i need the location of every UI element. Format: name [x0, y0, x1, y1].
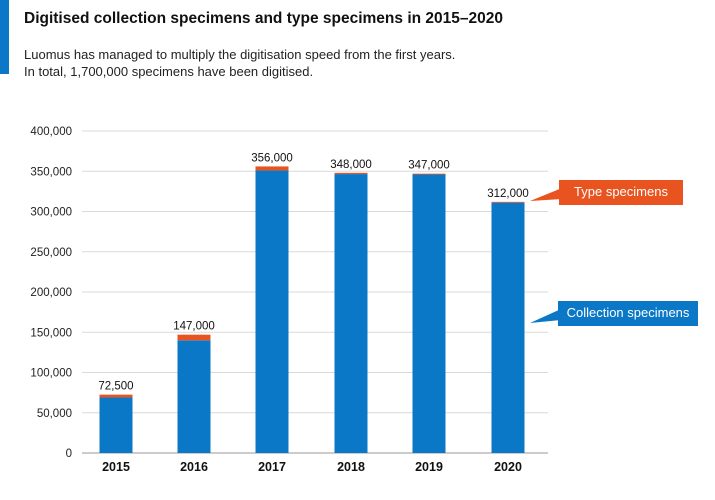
type-callout-box — [559, 180, 683, 205]
y-tick-label: 150,000 — [30, 327, 72, 339]
bar-type-specimens — [177, 334, 211, 341]
x-tick-label: 2020 — [494, 460, 522, 474]
accent-bar — [0, 0, 9, 74]
y-tick-label: 50,000 — [37, 408, 72, 420]
type-callout-pointer — [530, 188, 562, 201]
bar-type-specimens — [99, 394, 133, 398]
y-tick-label: 0 — [66, 448, 72, 460]
chart-subtitle: Luomus has managed to multiply the digit… — [24, 46, 624, 80]
bar-collection-specimens — [177, 340, 211, 453]
x-tick-label: 2015 — [102, 460, 130, 474]
bar-collection-specimens — [99, 397, 133, 453]
bar-total-label: 348,000 — [330, 159, 372, 171]
bar-type-specimens — [255, 166, 289, 171]
bar-type-specimens — [334, 172, 368, 175]
bar-total-label: 147,000 — [173, 321, 215, 333]
y-tick-label: 250,000 — [30, 247, 72, 259]
bar-total-label: 312,000 — [487, 188, 529, 200]
x-tick-label: 2018 — [337, 460, 365, 474]
type-specimens-legend-callout: Type specimens — [574, 184, 668, 199]
bar-collection-specimens — [412, 174, 446, 453]
y-tick-label: 200,000 — [30, 287, 72, 299]
bar-type-specimens — [412, 173, 446, 175]
x-tick-label: 2017 — [258, 460, 286, 474]
y-tick-label: 400,000 — [30, 126, 72, 138]
x-tick-label: 2019 — [415, 460, 443, 474]
y-tick-label: 100,000 — [30, 368, 72, 380]
collection-specimens-legend-callout: Collection specimens — [566, 305, 690, 320]
bar-total-label: 347,000 — [408, 160, 450, 172]
chart-title: Digitised collection specimens and type … — [24, 10, 503, 27]
bar-total-label: 356,000 — [251, 152, 293, 164]
collection-callout-pointer — [530, 309, 561, 323]
bar-type-specimens — [491, 201, 525, 203]
x-tick-label: 2016 — [180, 460, 208, 474]
y-tick-label: 350,000 — [30, 166, 72, 178]
subtitle-line-1: Luomus has managed to multiply the digit… — [24, 47, 456, 62]
bar-collection-specimens — [334, 174, 368, 453]
y-tick-label: 300,000 — [30, 207, 72, 219]
collection-callout-box — [558, 301, 698, 326]
subtitle-line-2: In total, 1,700,000 specimens have been … — [24, 64, 314, 79]
bar-collection-specimens — [255, 170, 289, 453]
bar-collection-specimens — [491, 202, 525, 453]
bar-total-label: 72,500 — [98, 381, 133, 393]
